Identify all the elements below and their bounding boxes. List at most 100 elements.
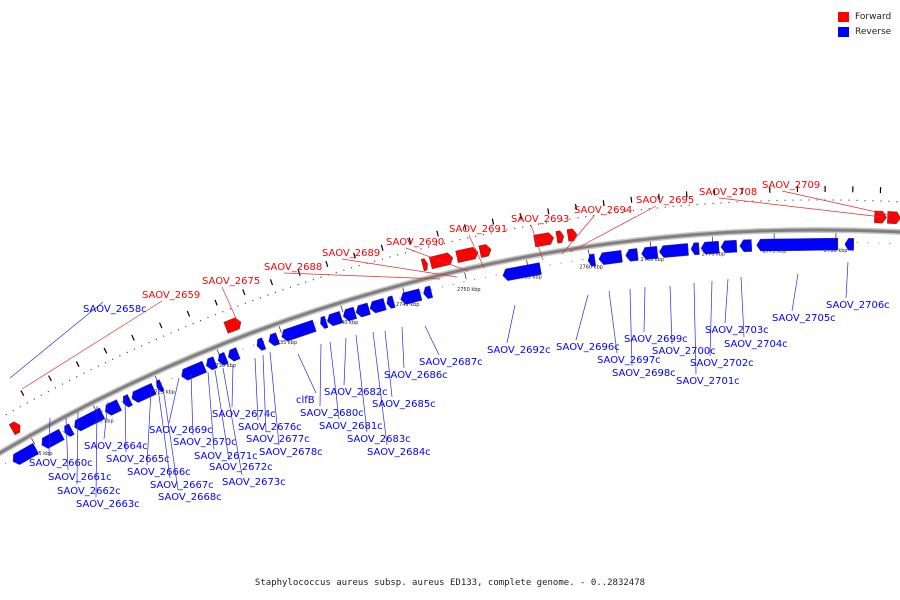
reverse-gene-label: SAOV_2667c (150, 480, 214, 491)
forward-label-connector (561, 215, 595, 255)
reverse-label-connector (791, 273, 799, 312)
reverse-gene-arrow (122, 394, 133, 408)
forward-label-connector (781, 190, 891, 216)
reverse-label-connector (401, 326, 405, 369)
reverse-gene-arrow (206, 356, 218, 371)
forward-gene-label: SAOV_2675 (202, 276, 260, 287)
reverse-label-connector (9, 301, 104, 379)
reverse-gene-label: SAOV_2680c (300, 408, 364, 419)
legend-label-forward: Forward (855, 11, 892, 22)
scale-tick-label: 2715 kbp (29, 451, 53, 457)
minor-tick (658, 193, 660, 200)
minor-tick (491, 218, 495, 225)
reverse-gene-label: SAOV_2671c (194, 451, 258, 462)
reverse-gene-label: SAOV_2681c (319, 421, 383, 432)
reverse-gene-label: SAOV_2673c (222, 477, 286, 488)
forward-gene-arrow (8, 421, 21, 436)
reverse-gene-arrow (181, 360, 207, 381)
reverse-gene-arrow (659, 243, 689, 258)
reverse-gene-label: SAOV_2668c (158, 492, 222, 503)
forward-gene-label: SAOV_2659 (142, 290, 200, 301)
reverse-gene-label: SAOV_2704c (724, 339, 788, 350)
forward-gene-arrow (887, 211, 900, 225)
minor-tick (131, 334, 135, 341)
map-caption: Staphylococcus aureus subsp. aureus ED13… (254, 578, 646, 588)
scale-tick-label: 2730 kbp (212, 363, 236, 369)
reverse-label-connector (384, 330, 393, 398)
reverse-gene-arrow (502, 262, 542, 281)
reverse-label-connector (643, 286, 646, 333)
forward-label-connector (21, 300, 163, 390)
minor-tick (547, 208, 550, 215)
reverse-label-connector (269, 351, 280, 446)
scale-tick (31, 438, 36, 445)
reverse-gene-arrow (625, 248, 639, 262)
reverse-label-connector (168, 377, 180, 424)
scale-tick (340, 305, 344, 313)
legend-item-reverse: Reverse (838, 24, 891, 39)
reverse-label-connector (207, 371, 215, 450)
forward-gene-arrow (478, 244, 492, 258)
scale-tick-label: 2755 kbp (518, 275, 542, 281)
scale-tick-label: 2745 kbp (396, 302, 420, 308)
reverse-gene-label: SAOV_2698c (612, 368, 676, 379)
minor-tick (103, 347, 108, 354)
forward-label-connector (530, 224, 544, 261)
reverse-gene-arrow (369, 298, 387, 314)
reverse-gene-arrow (104, 399, 122, 416)
reverse-gene-label: SAOV_2703c (705, 325, 769, 336)
minor-tick (574, 203, 578, 211)
forward-label-connector (221, 286, 239, 324)
reverse-label-connector (48, 417, 51, 457)
guide-arc-outer (0, 199, 900, 419)
reverse-label-connector (629, 288, 633, 367)
forward-gene-label: SAOV_2708 (699, 187, 757, 198)
reverse-gene-arrow (587, 253, 597, 267)
legend: Forward Reverse (838, 9, 891, 39)
forward-label-connector (405, 247, 469, 272)
reverse-label-connector (424, 325, 440, 356)
reverse-label-connector (214, 369, 230, 461)
reverse-gene-arrow (690, 242, 700, 256)
minor-tick (269, 279, 274, 286)
reverse-gene-label: SAOV_2684c (367, 447, 431, 458)
minor-tick (630, 196, 633, 203)
reverse-gene-arrow (12, 442, 40, 465)
reverse-label-connector (608, 290, 618, 354)
minor-tick (20, 390, 25, 397)
reverse-gene-arrow (281, 319, 317, 342)
forward-gene-arrow (533, 232, 554, 248)
scale-tick-label: 2780 kbp (824, 248, 848, 254)
scale-tick-label: 2775 kbp (763, 249, 787, 255)
reverse-label-connector (724, 278, 729, 324)
reverse-label-connector (372, 331, 388, 446)
reverse-gene-arrow (327, 311, 344, 327)
reverse-label-connector (262, 354, 267, 433)
scale-tick-label: 2740 kbp (335, 320, 359, 326)
reverse-gene-label: SAOV_2682c (324, 387, 388, 398)
reverse-gene-arrow (256, 337, 267, 351)
scale-tick-label: 2770 kbp (702, 252, 726, 258)
legend-swatch-reverse (838, 26, 849, 37)
reverse-label-connector (845, 261, 849, 299)
reverse-gene-arrow (227, 347, 241, 362)
legend-item-forward: Forward (838, 9, 891, 24)
minor-tick (464, 224, 467, 231)
minor-tick (380, 244, 384, 251)
reverse-gene-label: SAOV_2660c (29, 458, 93, 469)
reverse-gene-arrow (739, 239, 753, 253)
reverse-gene-label: SAOV_2686c (384, 370, 448, 381)
reverse-label-connector (740, 276, 745, 338)
reverse-gene-label: clfB (296, 395, 315, 406)
reverse-label-connector (319, 343, 322, 407)
reverse-gene-label: SAOV_2664c (84, 441, 148, 452)
reverse-gene-label: SAOV_2670c (173, 437, 237, 448)
reverse-gene-label: SAOV_2678c (259, 447, 323, 458)
legend-label-reverse: Reverse (855, 26, 892, 37)
reverse-gene-label: SAOV_2676c (238, 422, 302, 433)
reverse-label-connector (76, 411, 79, 485)
reverse-gene-arrow (320, 315, 329, 329)
scale-tick-label: 2735 kbp (274, 340, 298, 346)
reverse-gene-arrow (74, 407, 106, 432)
